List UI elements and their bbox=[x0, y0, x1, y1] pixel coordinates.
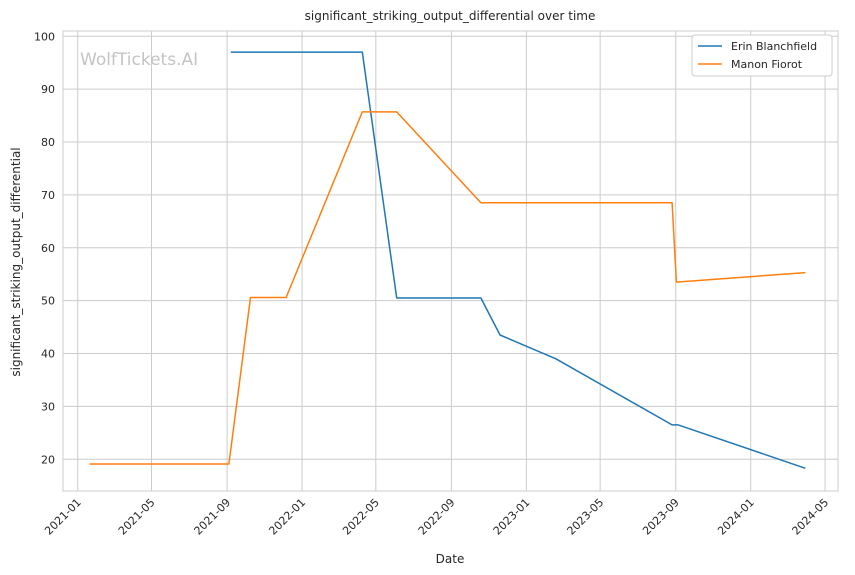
x-tick-label: 2022-01 bbox=[267, 496, 309, 538]
x-axis-title: Date bbox=[436, 552, 465, 566]
y-tick-label: 80 bbox=[41, 136, 55, 149]
chart-title: significant_striking_output_differential… bbox=[305, 9, 596, 23]
legend-box bbox=[691, 34, 833, 77]
grid bbox=[63, 31, 838, 491]
legend-label: Erin Blanchfield bbox=[731, 40, 817, 53]
series-line-erin-blanchfield bbox=[230, 51, 806, 470]
y-tick-label: 20 bbox=[41, 453, 55, 466]
y-axis: 20 30 40 50 60 70 80 90 100 bbox=[34, 30, 55, 466]
x-tick-label: 2021-01 bbox=[42, 496, 84, 538]
plot-border bbox=[62, 30, 839, 492]
x-tick-label: 2024-01 bbox=[715, 496, 757, 538]
series-line-manon-fiorot bbox=[89, 111, 806, 465]
x-tick-label: 2023-01 bbox=[491, 496, 533, 538]
x-tick-label: 2021-05 bbox=[116, 496, 158, 538]
series-lines bbox=[89, 51, 806, 470]
y-tick-label: 90 bbox=[41, 83, 55, 96]
y-tick-label: 40 bbox=[41, 348, 55, 361]
y-tick-label: 60 bbox=[41, 242, 55, 255]
y-axis-title: significant_striking_output_differential bbox=[9, 147, 23, 376]
watermark: WolfTickets.AI bbox=[80, 50, 198, 70]
x-tick-label: 2023-09 bbox=[640, 496, 682, 538]
x-tick-label: 2024-05 bbox=[790, 496, 832, 538]
x-tick-label: 2022-05 bbox=[340, 496, 382, 538]
x-tick-label: 2022-09 bbox=[416, 496, 458, 538]
y-tick-label: 70 bbox=[41, 189, 55, 202]
x-tick-label: 2021-09 bbox=[192, 496, 234, 538]
y-tick-label: 30 bbox=[41, 400, 55, 413]
legend: Erin Blanchfield Manon Fiorot bbox=[691, 34, 833, 77]
plot-area bbox=[62, 30, 839, 492]
legend-label: Manon Fiorot bbox=[731, 58, 803, 71]
x-tick-label: 2023-05 bbox=[565, 496, 607, 538]
y-tick-label: 50 bbox=[41, 295, 55, 308]
y-tick-label: 100 bbox=[34, 30, 55, 43]
x-axis: 2021-01 2021-05 2021-09 2022-01 2022-05 2022-… bbox=[42, 496, 831, 538]
